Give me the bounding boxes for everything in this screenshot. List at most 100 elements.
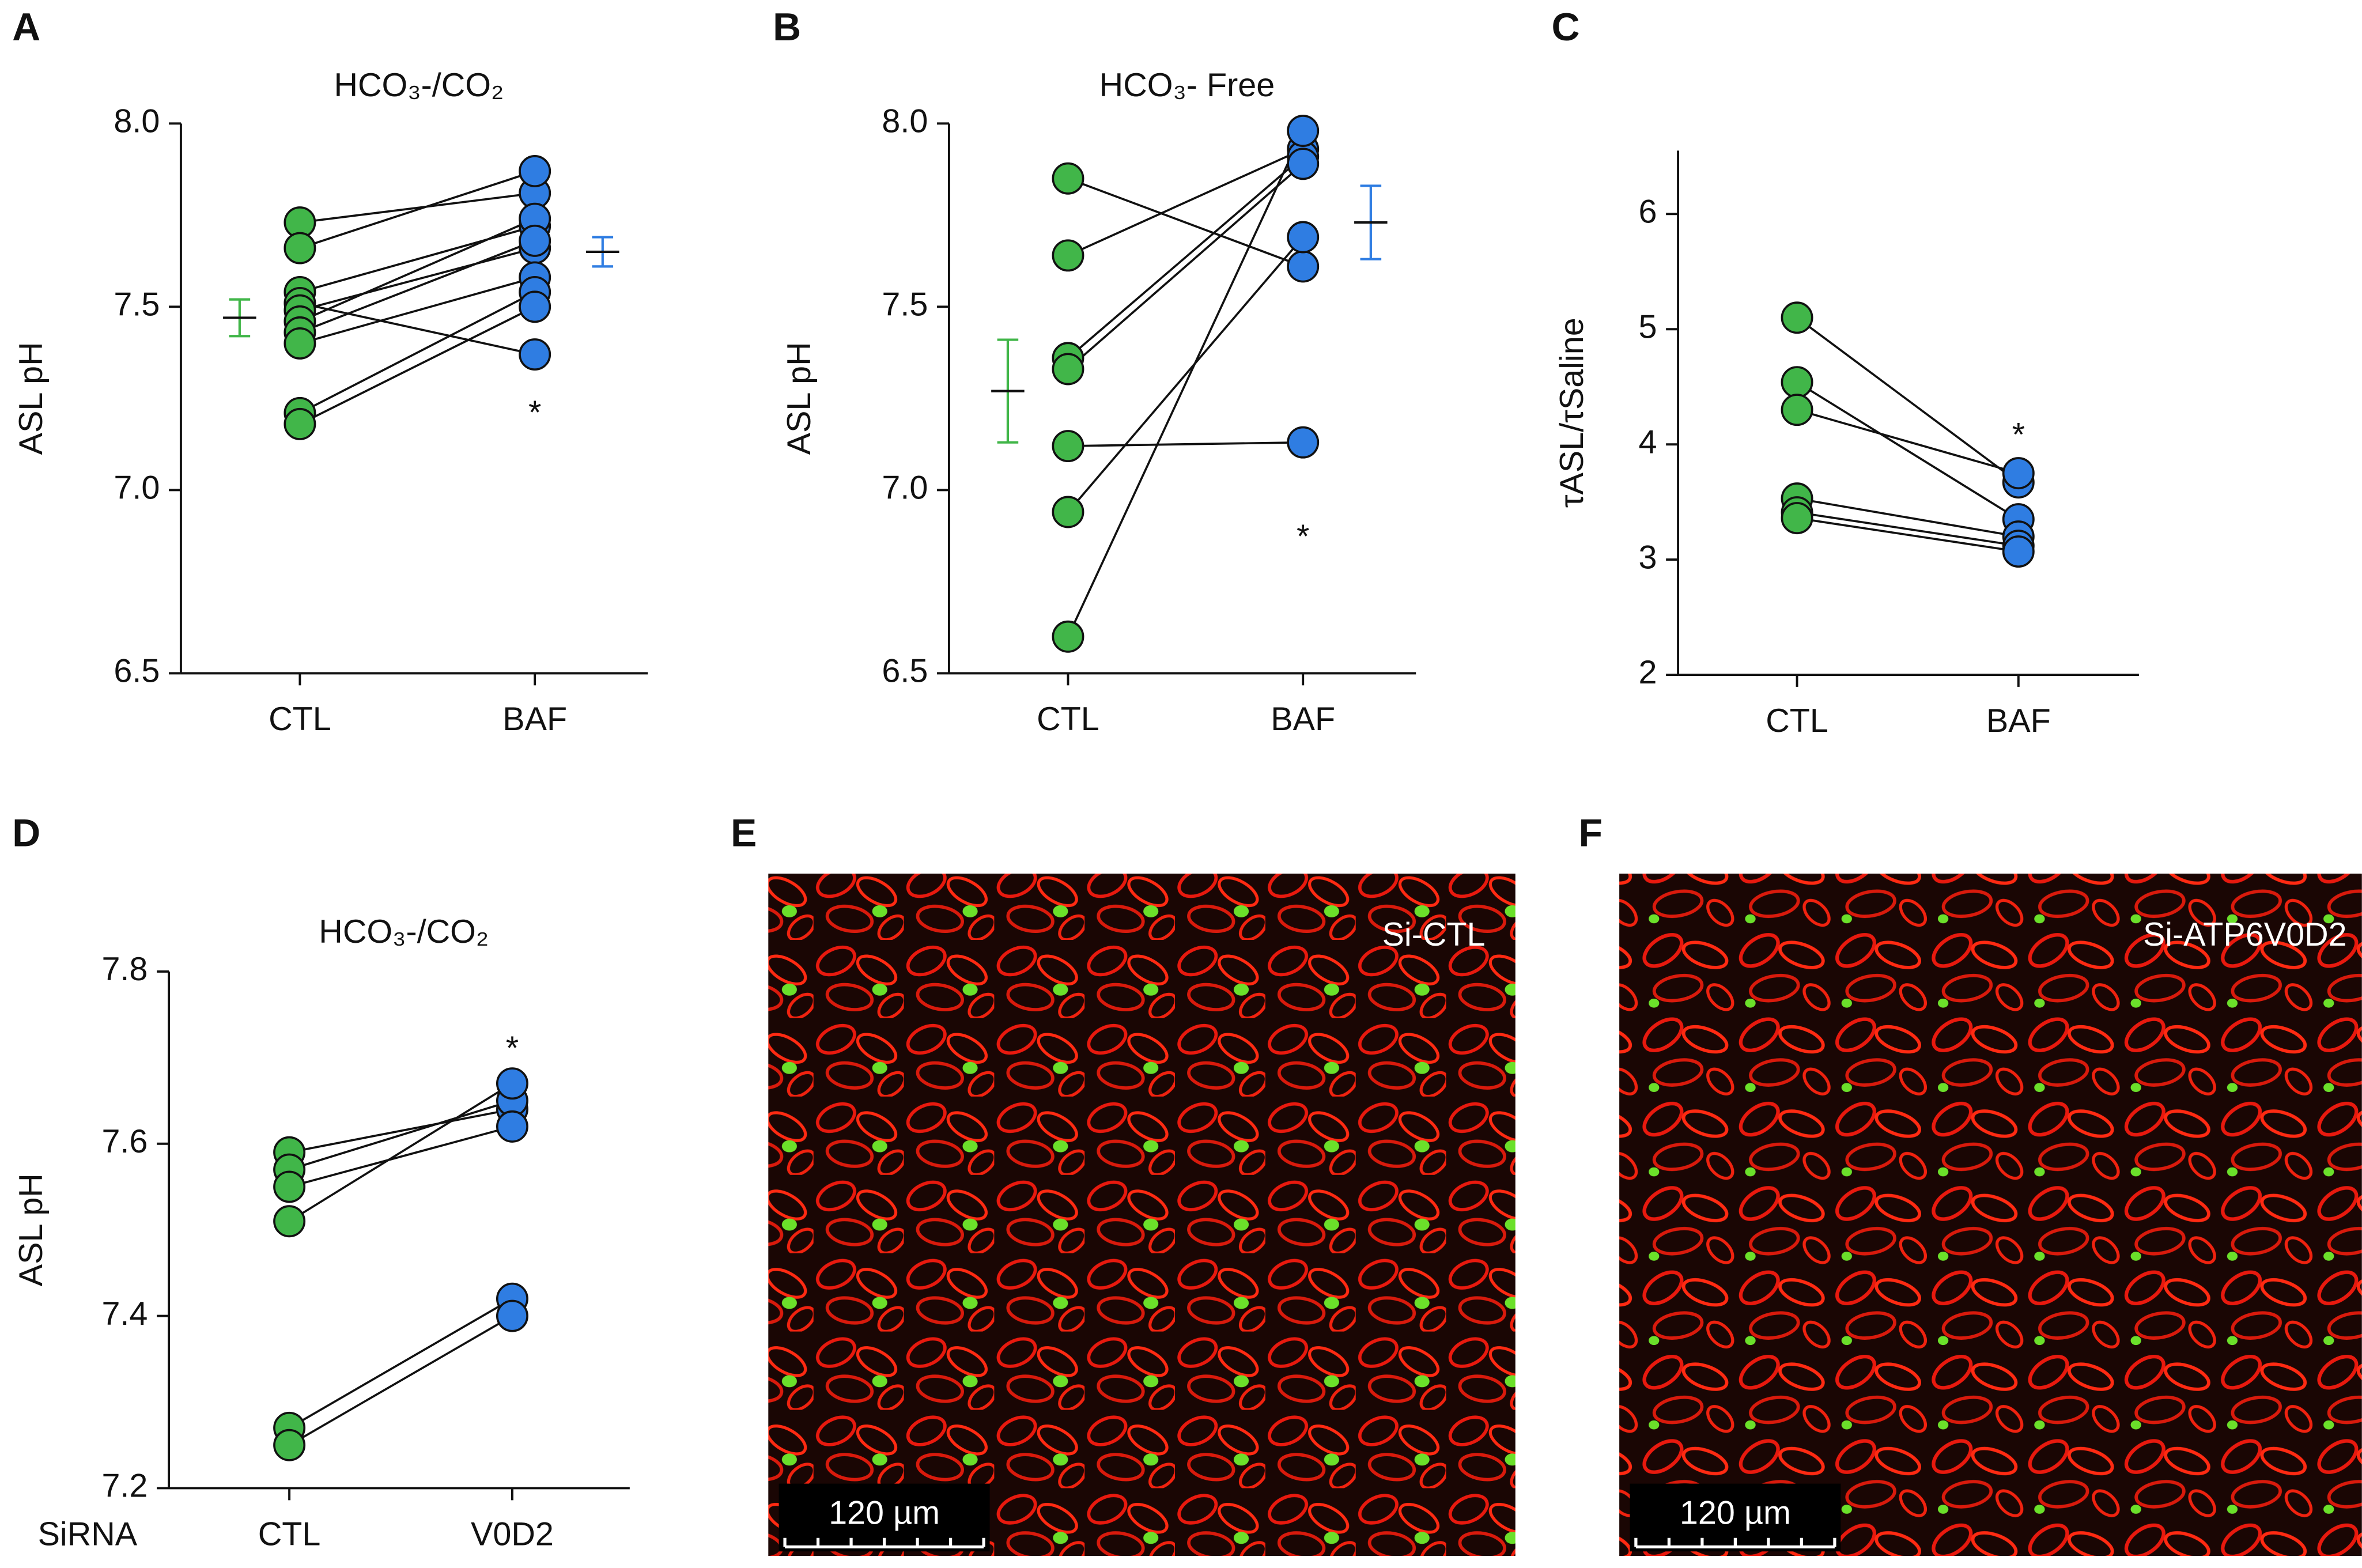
- pair-line: [300, 302, 535, 356]
- x-tick-label: CTL: [258, 1516, 321, 1552]
- panel-letter: A: [12, 5, 40, 49]
- pair-line: [289, 1315, 513, 1446]
- pair-line: [299, 170, 535, 250]
- x-tick-label: CTL: [269, 701, 331, 738]
- data-point: [284, 407, 316, 440]
- x-group-label: SiRNA: [38, 1516, 138, 1552]
- pair-line: [300, 192, 535, 224]
- data-point: [2002, 457, 2035, 490]
- data-point: [1781, 366, 1813, 399]
- y-tick-label: 6.5: [882, 653, 928, 690]
- significance-mark: *: [1297, 518, 1309, 555]
- pair-line: [289, 1108, 513, 1154]
- y-tick-label: 7.0: [114, 470, 160, 507]
- data-point: [1287, 221, 1320, 254]
- chart-title: HCO₃-/CO₂: [319, 913, 489, 950]
- micrograph: [768, 874, 1516, 1556]
- image-caption: Si-ATP6V0D2: [2143, 916, 2347, 953]
- pair-line: [299, 225, 535, 293]
- pair-line: [1067, 236, 1304, 513]
- pair-line: [1067, 177, 1303, 268]
- pair-line: [1797, 409, 2019, 474]
- pair-line: [1796, 316, 2019, 483]
- data-point: [1052, 239, 1084, 272]
- data-point: [1052, 496, 1084, 528]
- y-tick-label: 7.5: [882, 286, 928, 323]
- pair-line: [1797, 511, 2019, 547]
- data-point: [1287, 148, 1320, 180]
- y-tick-label: 7.6: [101, 1123, 148, 1160]
- significance-mark: *: [528, 394, 541, 431]
- data-point: [1052, 162, 1084, 195]
- data-point: [519, 224, 551, 257]
- pair-line: [289, 1100, 513, 1171]
- data-point: [284, 232, 316, 265]
- data-point: [273, 1429, 306, 1461]
- y-axis-label: τASL/τSaline: [1554, 318, 1590, 508]
- y-tick-label: 5: [1638, 308, 1657, 345]
- scale-bar-label: 120 µm: [1680, 1495, 1791, 1532]
- pair-line: [299, 291, 536, 414]
- y-tick-label: 6: [1638, 194, 1657, 231]
- data-point: [496, 1299, 528, 1332]
- pair-line: [1067, 163, 1304, 370]
- data-point: [1052, 353, 1084, 386]
- y-tick-label: 3: [1638, 539, 1657, 576]
- pair-line: [1797, 497, 2019, 538]
- y-tick-label: 4: [1638, 424, 1657, 460]
- pair-line: [1797, 517, 2019, 553]
- scale-bar: [783, 1537, 985, 1549]
- x-tick-label: V0D2: [471, 1516, 554, 1552]
- pair-line: [1068, 441, 1303, 447]
- scale-bar: [1634, 1537, 1836, 1549]
- data-point: [1052, 620, 1084, 653]
- image-caption: Si-CTL: [1382, 916, 1486, 953]
- chart-title: HCO₃-/CO₂: [334, 67, 504, 104]
- data-point: [1781, 394, 1813, 426]
- pair-line: [1067, 130, 1304, 637]
- micrograph: [1619, 874, 2362, 1556]
- data-point: [519, 155, 551, 187]
- pair-line: [299, 240, 535, 334]
- x-tick-label: CTL: [1037, 701, 1099, 738]
- y-tick-label: 7.0: [882, 470, 928, 507]
- y-tick-label: 8.0: [114, 103, 160, 140]
- panel-letter: E: [731, 811, 757, 855]
- significance-mark: *: [2012, 417, 2025, 454]
- chart-title: HCO₃- Free: [1099, 67, 1275, 104]
- data-point: [1052, 430, 1084, 463]
- pair-line: [299, 276, 535, 345]
- x-tick-label: BAF: [1986, 702, 2051, 739]
- pair-line: [299, 305, 535, 425]
- data-point: [519, 338, 551, 371]
- y-tick-label: 2: [1638, 654, 1657, 691]
- panel-letter: B: [773, 5, 801, 49]
- pair-line: [299, 247, 535, 312]
- data-point: [284, 327, 316, 360]
- data-point: [1287, 426, 1320, 459]
- data-point: [2002, 535, 2035, 568]
- y-tick-label: 8.0: [882, 103, 928, 140]
- data-point: [1781, 301, 1813, 334]
- panel-letter: D: [12, 811, 40, 855]
- data-point: [273, 1170, 306, 1203]
- y-axis-label: ASL pH: [13, 1173, 50, 1286]
- scale-bar-label: 120 µm: [829, 1495, 940, 1532]
- pair-line: [289, 1082, 513, 1222]
- x-tick-label: BAF: [1271, 701, 1335, 738]
- y-axis-label: ASL pH: [13, 342, 50, 455]
- y-axis-label: ASL pH: [781, 342, 818, 455]
- data-point: [519, 290, 551, 323]
- data-point: [496, 1110, 528, 1143]
- data-point: [1781, 502, 1813, 535]
- panel-letter: C: [1552, 5, 1580, 49]
- data-point: [1287, 250, 1320, 283]
- y-tick-label: 7.2: [101, 1468, 148, 1505]
- pair-line: [1067, 148, 1303, 256]
- pair-line: [1067, 156, 1304, 359]
- x-tick-label: CTL: [1766, 702, 1828, 739]
- data-point: [496, 1067, 528, 1100]
- data-point: [1287, 115, 1320, 148]
